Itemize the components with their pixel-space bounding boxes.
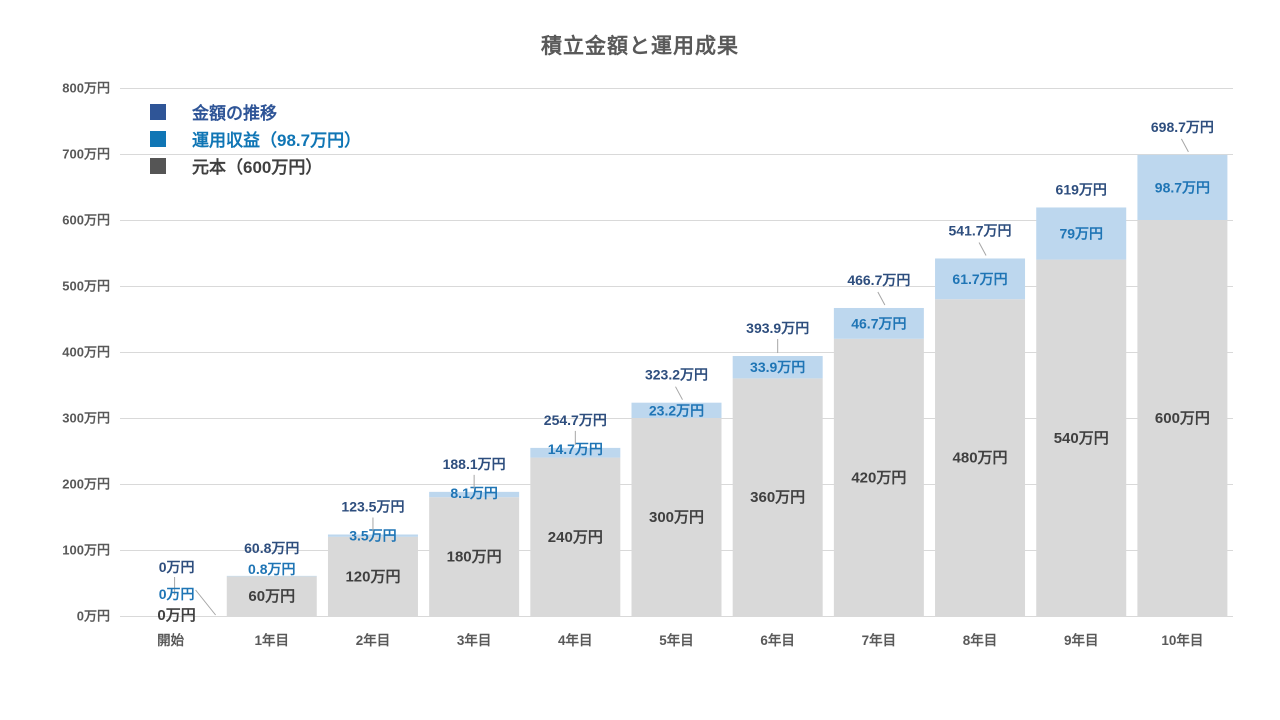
x-tick-label: 2年目 [356,632,391,648]
leader-line [195,589,216,616]
bar-profit-segment [631,402,722,418]
total-label: 323.2万円 [645,367,708,383]
total-label: 541.7万円 [949,222,1012,238]
principal-label: 240万円 [548,529,603,546]
x-tick-label: 7年目 [862,632,897,648]
legend-swatch-icon [150,130,166,147]
x-tick-label: 8年目 [963,632,998,648]
bar-profit-segment [429,491,520,498]
bar-principal-segment [530,457,621,616]
profit-label: 3.5万円 [349,527,396,543]
principal-label: 60万円 [248,588,295,605]
bar-profit-segment [1036,207,1127,260]
chart-title: 積立金額と運用成果 [541,35,739,58]
legend-label: 運用収益（98.7万円） [192,131,362,150]
bar-principal-segment [833,338,924,616]
total-label: 619万円 [1056,181,1107,197]
principal-label: 600万円 [1155,410,1210,427]
bar-profit-segment [1137,154,1228,220]
total-label: 60.8万円 [244,540,299,556]
principal-label: 480万円 [953,450,1008,467]
bar-profit-segment [935,258,1026,300]
y-tick-label: 400万円 [62,345,110,360]
bar-principal-segment [732,378,823,616]
bar-principal-segment [1137,220,1228,616]
y-tick-label: 300万円 [62,411,110,426]
profit-label: 8.1万円 [450,485,497,501]
legend-item: 金額の推移 [150,98,361,125]
x-tick-label: 6年目 [760,632,795,648]
leader-line [877,291,886,306]
total-label: 698.7万円 [1151,119,1214,135]
profit-label: 23.2万円 [649,402,704,418]
x-tick-label: 1年目 [255,632,290,648]
profit-label: 0万円 [159,586,195,602]
profit-label: 14.7万円 [548,441,603,457]
y-tick-label: 800万円 [62,81,110,96]
legend-swatch-icon [150,157,166,174]
bar-principal-segment [327,536,418,616]
y-tick-label: 600万円 [62,213,110,228]
total-label: 123.5万円 [341,498,404,514]
total-label: 393.9万円 [746,320,809,336]
leader-line [675,386,683,400]
principal-label: 540万円 [1054,430,1109,447]
x-tick-label: 10年目 [1161,632,1203,648]
bar-profit-segment [530,447,621,458]
profit-label: 98.7万円 [1155,179,1210,195]
x-tick-label: 9年目 [1064,632,1099,648]
x-tick-label: 3年目 [457,632,492,648]
principal-label: 120万円 [345,568,400,585]
bar-profit-segment [327,534,418,537]
bar-profit-segment [833,307,924,339]
x-tick-label: 開始 [157,632,184,648]
legend-item: 元本（600万円） [150,152,361,179]
y-tick-label: 0万円 [77,609,110,624]
bar-principal-segment [935,299,1026,616]
profit-label: 0.8万円 [248,561,295,577]
profit-label: 61.7万円 [952,271,1007,287]
total-label: 0万円 [159,559,195,575]
x-tick-label: 5年目 [659,632,694,648]
profit-label: 79万円 [1059,226,1103,242]
bar-principal-segment [429,497,520,616]
bar-profit-segment [226,575,317,577]
legend-label: 元本（600万円） [192,158,323,177]
bar-principal-segment [1036,259,1127,616]
profit-label: 46.7万円 [851,315,906,331]
bar-profit-segment [732,356,823,379]
principal-label: 180万円 [447,549,502,566]
y-tick-label: 500万円 [62,279,110,294]
leader-line [1180,138,1189,153]
principal-label: 420万円 [851,469,906,486]
bar-principal-segment [226,576,317,616]
principal-label: 0万円 [157,607,195,624]
y-tick-label: 700万円 [62,147,110,162]
total-label: 466.7万円 [847,272,910,288]
legend-item: 運用収益（98.7万円） [150,125,361,152]
total-label: 254.7万円 [544,412,607,428]
principal-label: 360万円 [750,489,805,506]
legend-label: 金額の推移 [192,104,277,123]
total-label: 188.1万円 [443,456,506,472]
y-tick-label: 200万円 [62,477,110,492]
bar-principal-segment [631,418,722,616]
profit-label: 33.9万円 [750,359,805,375]
y-tick-label: 100万円 [62,543,110,558]
legend-swatch-icon [150,103,166,120]
principal-label: 300万円 [649,509,704,526]
legend: 金額の推移運用収益（98.7万円） 元本（600万円） [150,98,361,179]
leader-line [978,242,987,256]
x-tick-label: 4年目 [558,632,593,648]
